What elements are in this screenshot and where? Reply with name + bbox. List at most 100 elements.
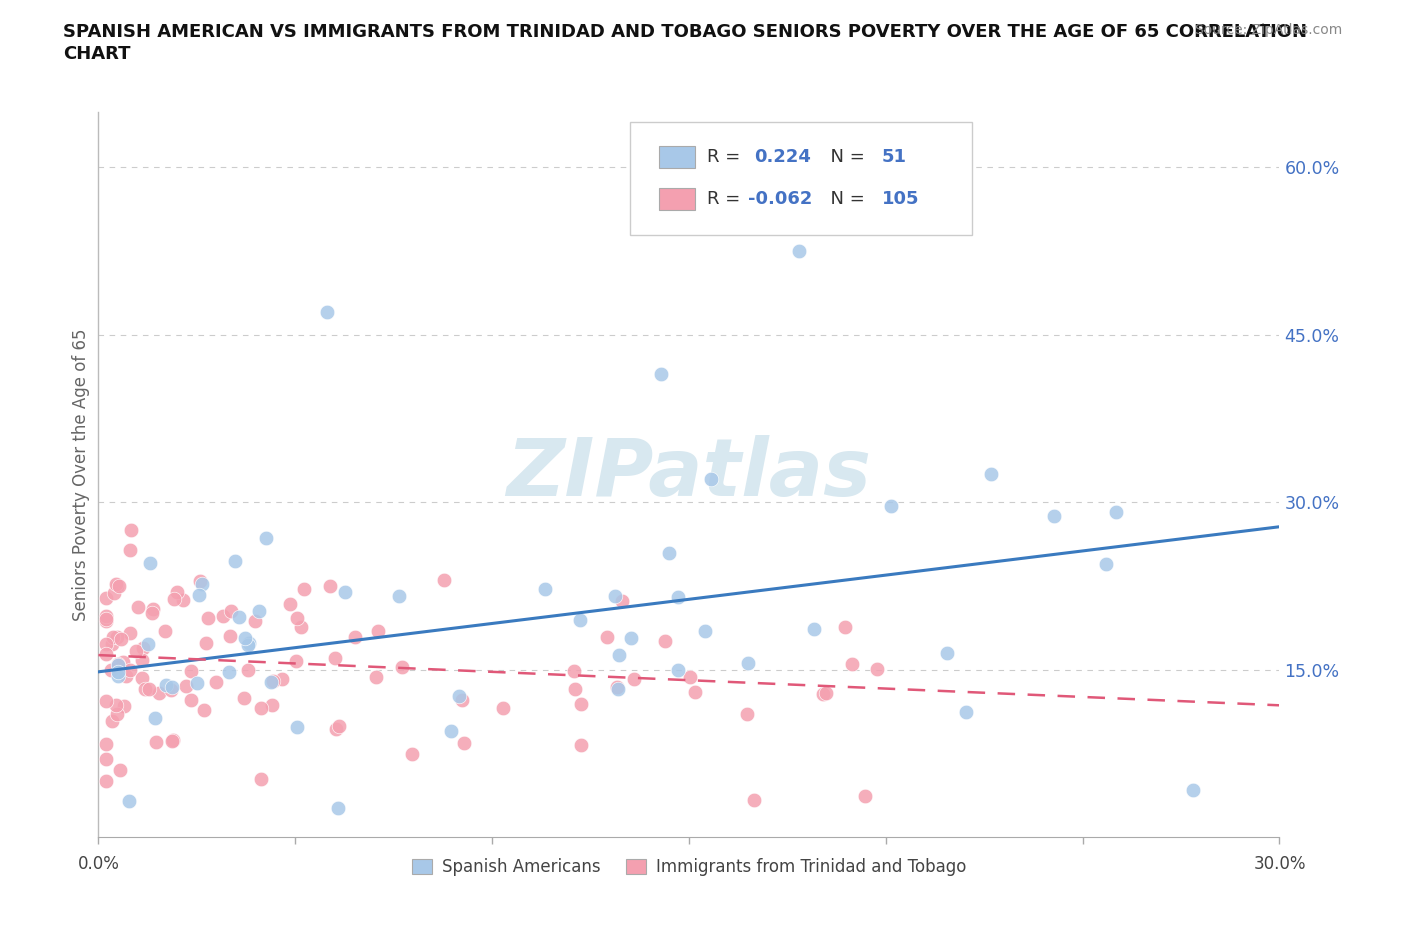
Text: 51: 51 — [882, 148, 907, 166]
Point — [101, 714, 124, 729]
Point — [834, 619, 856, 634]
Point — [955, 705, 977, 720]
Point — [259, 674, 281, 689]
Point — [610, 593, 633, 608]
Point — [191, 577, 214, 591]
Point — [285, 611, 308, 626]
Point — [228, 610, 250, 625]
Point — [188, 574, 211, 589]
Point — [451, 693, 474, 708]
Point — [238, 636, 260, 651]
Point — [125, 644, 148, 658]
Legend: Spanish Americans, Immigrants from Trinidad and Tobago: Spanish Americans, Immigrants from Trini… — [405, 852, 973, 883]
Point — [366, 670, 388, 684]
Point — [112, 698, 135, 713]
Point — [238, 662, 260, 677]
Point — [620, 631, 643, 645]
Point — [245, 614, 267, 629]
Point — [658, 545, 681, 560]
Point — [249, 700, 271, 715]
Point — [935, 645, 957, 660]
Point — [603, 589, 626, 604]
Point — [143, 711, 166, 725]
Point — [326, 801, 349, 816]
Point — [238, 637, 260, 652]
Point — [100, 662, 122, 677]
FancyBboxPatch shape — [659, 146, 695, 168]
Point — [107, 657, 129, 671]
Point — [212, 608, 235, 623]
Point — [162, 732, 184, 747]
Point — [879, 498, 901, 513]
Point — [96, 694, 118, 709]
Point — [254, 530, 277, 545]
Point — [294, 581, 316, 596]
Text: N =: N = — [818, 148, 870, 166]
Point — [492, 701, 515, 716]
Point — [278, 597, 301, 612]
Text: -0.062: -0.062 — [748, 190, 813, 207]
FancyBboxPatch shape — [630, 123, 973, 235]
Point — [568, 613, 591, 628]
Point — [104, 577, 127, 591]
Point — [218, 664, 240, 679]
Text: ZIPatlas: ZIPatlas — [506, 435, 872, 513]
Point — [569, 738, 592, 753]
Point — [172, 592, 194, 607]
Point — [249, 772, 271, 787]
Point — [562, 664, 585, 679]
Point — [101, 630, 124, 644]
Point — [219, 629, 242, 644]
Point — [606, 680, 628, 695]
Point — [131, 653, 153, 668]
Point — [118, 625, 141, 640]
Point — [980, 467, 1002, 482]
Point — [607, 647, 630, 662]
Point — [105, 578, 128, 593]
Point — [344, 630, 367, 644]
Text: N =: N = — [818, 190, 870, 207]
Point — [101, 636, 124, 651]
Point — [96, 646, 118, 661]
Point — [271, 671, 294, 686]
Point — [114, 669, 136, 684]
Point — [118, 542, 141, 557]
Point — [110, 631, 132, 646]
Point — [666, 662, 689, 677]
Point — [107, 658, 129, 672]
Point — [180, 693, 202, 708]
Point — [145, 734, 167, 749]
Point — [534, 581, 557, 596]
Point — [96, 609, 118, 624]
Point — [1043, 509, 1066, 524]
Text: CHART: CHART — [63, 45, 131, 62]
Text: Source: ZipAtlas.com: Source: ZipAtlas.com — [1195, 23, 1343, 37]
Point — [134, 682, 156, 697]
Point — [118, 793, 141, 808]
Text: R =: R = — [707, 148, 745, 166]
Point — [139, 555, 162, 570]
Point — [654, 633, 676, 648]
Point — [96, 774, 118, 789]
Point — [333, 585, 356, 600]
Point — [623, 671, 645, 686]
Point — [155, 624, 177, 639]
Point — [262, 673, 284, 688]
Point — [447, 688, 470, 703]
Point — [186, 675, 208, 690]
FancyBboxPatch shape — [659, 188, 695, 209]
Point — [813, 686, 835, 701]
Point — [742, 792, 765, 807]
Point — [96, 637, 118, 652]
Text: 0.0%: 0.0% — [77, 856, 120, 873]
Point — [285, 720, 308, 735]
Point — [224, 553, 246, 568]
Point — [131, 641, 153, 656]
Point — [685, 684, 707, 699]
Point — [108, 578, 131, 593]
Point — [166, 585, 188, 600]
Point — [205, 675, 228, 690]
Point — [319, 578, 342, 593]
Point — [695, 623, 717, 638]
Text: SPANISH AMERICAN VS IMMIGRANTS FROM TRINIDAD AND TOBAGO SENIORS POVERTY OVER THE: SPANISH AMERICAN VS IMMIGRANTS FROM TRIN… — [63, 23, 1308, 41]
